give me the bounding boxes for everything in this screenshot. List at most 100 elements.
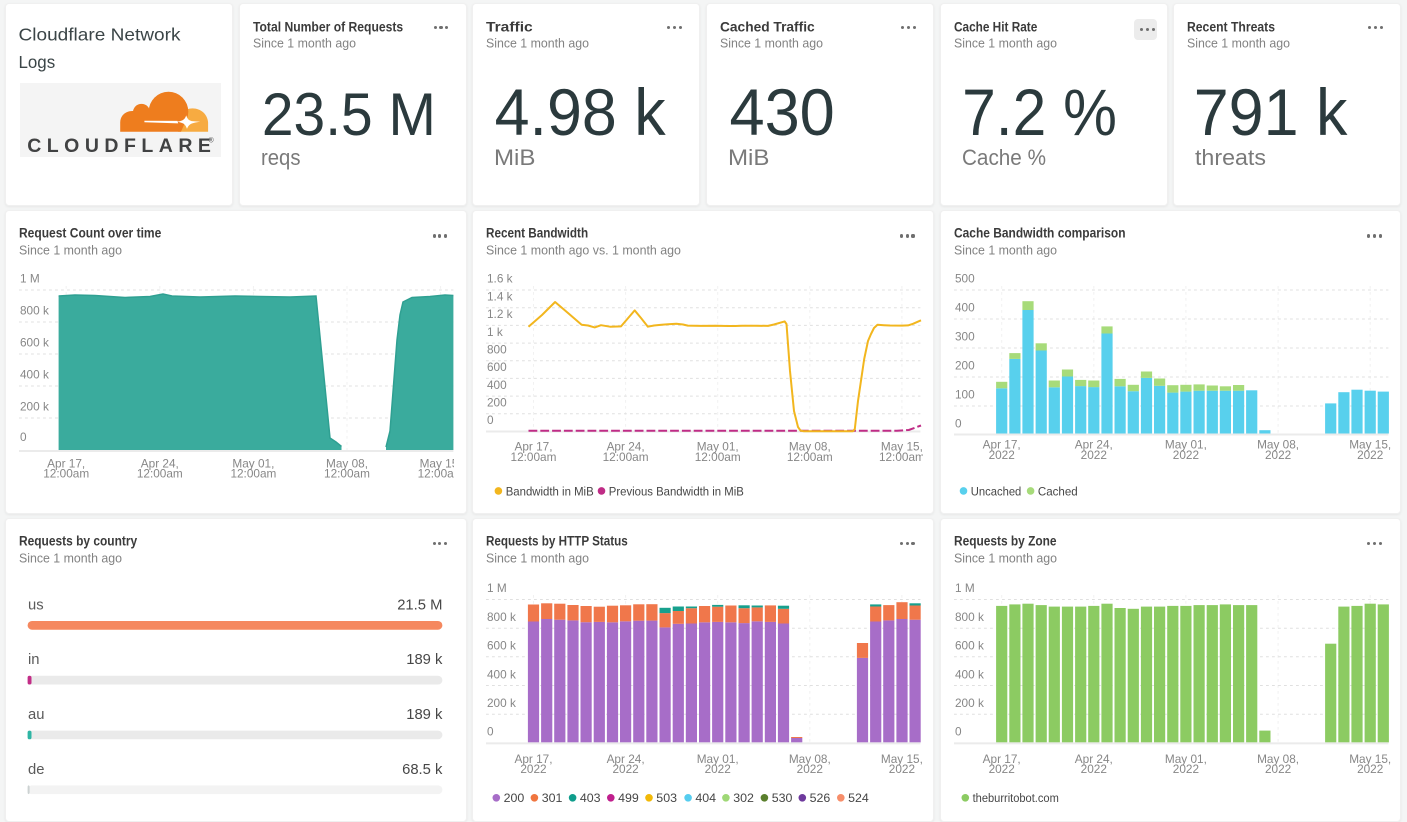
svg-text:1 M: 1 M xyxy=(955,581,975,595)
svg-text:200: 200 xyxy=(487,396,507,410)
svg-text:800 k: 800 k xyxy=(487,609,516,623)
svg-text:430: 430 xyxy=(729,76,834,149)
svg-text:12:00am: 12:00am xyxy=(418,467,454,481)
svg-text:Since 1 month ago: Since 1 month ago xyxy=(954,35,1057,50)
svg-text:2022: 2022 xyxy=(613,762,639,776)
svg-text:May 15,: May 15, xyxy=(1349,437,1391,451)
svg-text:Apr 17,: Apr 17, xyxy=(47,457,85,471)
svg-text:400 k: 400 k xyxy=(487,667,516,681)
svg-text:1.2 k: 1.2 k xyxy=(487,307,513,321)
svg-text:Cache Hit Rate: Cache Hit Rate xyxy=(954,19,1038,34)
svg-text:2022: 2022 xyxy=(889,762,915,776)
svg-text:Apr 17,: Apr 17, xyxy=(515,439,553,453)
svg-text:theburritobot.com: theburritobot.com xyxy=(972,791,1058,805)
svg-text:1 M: 1 M xyxy=(487,581,507,595)
svg-text:Since 1 month ago: Since 1 month ago xyxy=(486,35,589,50)
svg-text:Cache %: Cache % xyxy=(962,145,1046,170)
svg-text:0: 0 xyxy=(955,724,962,738)
svg-text:2022: 2022 xyxy=(1080,448,1106,462)
svg-text:2022: 2022 xyxy=(1357,762,1383,776)
svg-text:600 k: 600 k xyxy=(487,638,516,652)
svg-text:4.98 k: 4.98 k xyxy=(495,75,667,149)
svg-text:May 15,: May 15, xyxy=(420,457,454,471)
svg-text:Since 1 month ago: Since 1 month ago xyxy=(1187,35,1290,50)
svg-text:100: 100 xyxy=(955,388,975,402)
svg-text:12:00am: 12:00am xyxy=(43,467,89,481)
svg-text:Since 1 month ago: Since 1 month ago xyxy=(720,35,823,50)
svg-text:1.6 k: 1.6 k xyxy=(487,272,513,286)
svg-text:threats: threats xyxy=(1195,145,1266,170)
svg-text:Request Count over time: Request Count over time xyxy=(19,225,162,240)
svg-text:2022: 2022 xyxy=(1080,762,1106,776)
svg-text:®: ® xyxy=(208,136,214,144)
svg-text:Uncached: Uncached xyxy=(970,484,1021,498)
svg-text:Requests by HTTP Status: Requests by HTTP Status xyxy=(486,533,628,548)
svg-text:0: 0 xyxy=(955,417,962,431)
svg-text:Logs: Logs xyxy=(18,52,55,72)
svg-text:0: 0 xyxy=(487,724,494,738)
svg-text:400: 400 xyxy=(955,301,975,315)
svg-text:200 k: 200 k xyxy=(20,400,49,414)
svg-text:2022: 2022 xyxy=(1172,762,1198,776)
svg-text:526: 526 xyxy=(810,791,831,805)
svg-text:Bandwidth in MiB: Bandwidth in MiB xyxy=(506,484,594,498)
svg-text:May 08,: May 08, xyxy=(326,457,368,471)
svg-text:200: 200 xyxy=(955,359,975,373)
svg-text:302: 302 xyxy=(733,791,754,805)
svg-text:189 k: 189 k xyxy=(406,706,443,722)
svg-text:Cached Traffic: Cached Traffic xyxy=(720,19,815,34)
svg-text:Apr 17,: Apr 17, xyxy=(515,752,553,766)
svg-text:May 08,: May 08, xyxy=(789,439,831,453)
svg-text:au: au xyxy=(28,706,44,722)
svg-text:2022: 2022 xyxy=(521,762,547,776)
svg-text:May 15,: May 15, xyxy=(1349,752,1391,766)
svg-text:499: 499 xyxy=(618,791,639,805)
svg-text:Cloudflare Network: Cloudflare Network xyxy=(18,24,181,44)
svg-text:200: 200 xyxy=(504,791,525,805)
svg-text:MiB: MiB xyxy=(494,145,535,170)
svg-text:Apr 17,: Apr 17, xyxy=(982,437,1020,451)
svg-text:800 k: 800 k xyxy=(20,304,49,318)
svg-text:Since 1 month ago: Since 1 month ago xyxy=(253,35,356,50)
svg-text:12:00am: 12:00am xyxy=(137,467,183,481)
svg-text:2022: 2022 xyxy=(1172,448,1198,462)
svg-text:CLOUDFLARE: CLOUDFLARE xyxy=(27,135,216,157)
svg-text:12:00am: 12:00am xyxy=(695,450,741,464)
svg-text:Requests by country: Requests by country xyxy=(19,533,138,548)
svg-text:12:00am: 12:00am xyxy=(230,467,276,481)
svg-text:12:00am: 12:00am xyxy=(603,450,649,464)
svg-text:Apr 24,: Apr 24, xyxy=(1074,437,1112,451)
svg-text:1 k: 1 k xyxy=(487,325,503,339)
svg-text:May 15,: May 15, xyxy=(881,752,923,766)
svg-text:2022: 2022 xyxy=(988,448,1014,462)
svg-text:Since 1 month ago vs. 1 month: Since 1 month ago vs. 1 month ago xyxy=(486,242,681,257)
svg-text:791 k: 791 k xyxy=(1194,75,1349,149)
svg-text:800: 800 xyxy=(487,342,507,356)
svg-text:Since 1 month ago: Since 1 month ago xyxy=(486,550,589,565)
svg-text:Requests by Zone: Requests by Zone xyxy=(954,533,1057,548)
svg-text:Apr 24,: Apr 24, xyxy=(607,439,645,453)
svg-text:800 k: 800 k xyxy=(955,609,984,623)
svg-text:12:00am: 12:00am xyxy=(324,467,370,481)
svg-text:400 k: 400 k xyxy=(20,368,49,382)
svg-text:MiB: MiB xyxy=(728,145,769,170)
svg-text:403: 403 xyxy=(580,791,601,805)
svg-text:2022: 2022 xyxy=(1265,448,1291,462)
svg-text:530: 530 xyxy=(772,791,793,805)
svg-text:68.5 k: 68.5 k xyxy=(402,761,443,777)
svg-text:de: de xyxy=(28,761,44,777)
svg-text:7.2 %: 7.2 % xyxy=(962,76,1117,149)
svg-text:200 k: 200 k xyxy=(955,695,984,709)
svg-text:reqs: reqs xyxy=(261,145,300,170)
svg-text:May 01,: May 01, xyxy=(697,752,739,766)
svg-text:600 k: 600 k xyxy=(20,336,49,350)
svg-text:12:00am: 12:00am xyxy=(787,450,833,464)
svg-text:2022: 2022 xyxy=(705,762,731,776)
svg-text:Since 1 month ago: Since 1 month ago xyxy=(19,550,122,565)
svg-text:May 08,: May 08, xyxy=(789,752,831,766)
svg-text:2022: 2022 xyxy=(988,762,1014,776)
svg-text:Total Number of Requests: Total Number of Requests xyxy=(253,19,403,34)
svg-text:us: us xyxy=(28,597,44,613)
svg-text:Recent Threats: Recent Threats xyxy=(1187,19,1275,34)
svg-text:May 01,: May 01, xyxy=(1165,437,1207,451)
